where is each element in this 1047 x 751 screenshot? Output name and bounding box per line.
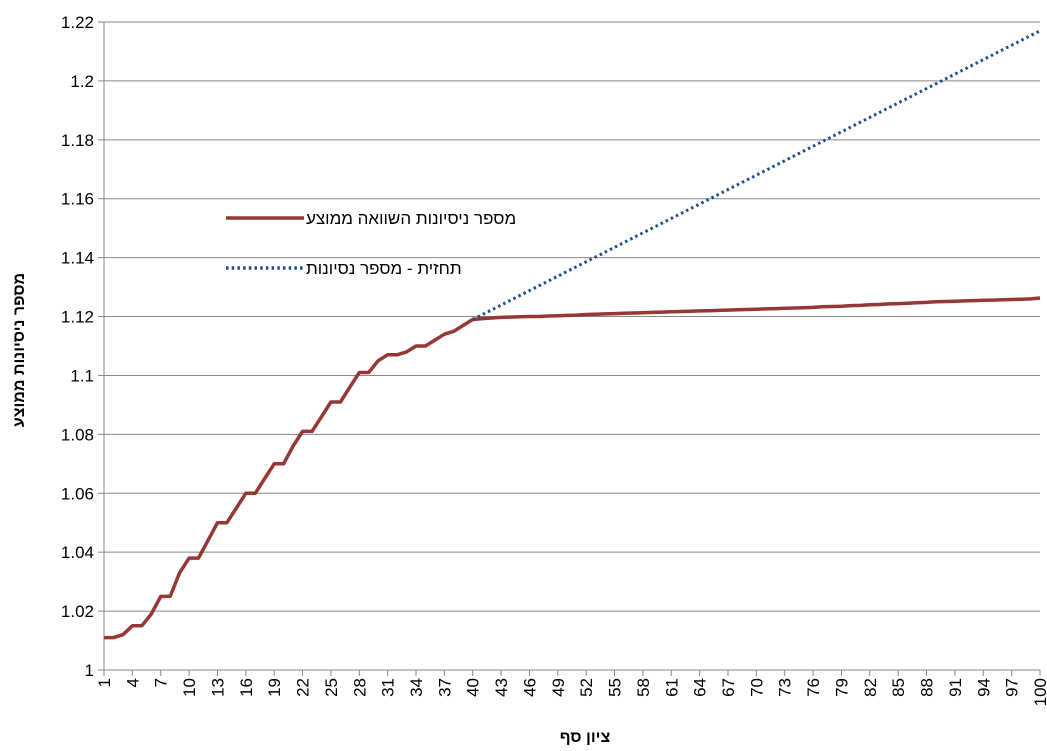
- y-tick-label: 1.16: [61, 190, 94, 209]
- y-tick-label: 1.04: [61, 543, 94, 562]
- x-tick-label: 82: [861, 678, 880, 697]
- y-tick-label: 1.14: [61, 249, 94, 268]
- x-tick-label: 1: [95, 678, 114, 687]
- x-tick-label: 4: [123, 678, 142, 687]
- y-tick-label: 1.1: [70, 366, 94, 385]
- x-tick-label: 31: [379, 678, 398, 697]
- series-line-forecast: [472, 29, 1041, 321]
- x-tick-label: 28: [350, 678, 369, 697]
- x-tick-label: 76: [804, 678, 823, 697]
- y-tick-label: 1.18: [61, 131, 94, 150]
- y-tick-label: 1: [85, 661, 94, 680]
- x-tick-label: 79: [832, 678, 851, 697]
- x-tick-label: 34: [407, 678, 426, 697]
- x-tick-label: 13: [208, 678, 227, 697]
- legend: מספר ניסיונות השוואה ממוצע תחזית - מספר …: [226, 209, 516, 278]
- y-axis-title: מספר ניסיונות ממוצע: [11, 273, 28, 427]
- x-axis-title: ציון סף: [560, 729, 610, 746]
- x-tick-label: 43: [492, 678, 511, 697]
- x-tick-label: 94: [974, 678, 993, 697]
- y-tick-label: 1.12: [61, 308, 94, 327]
- x-tick-label: 64: [691, 678, 710, 697]
- x-tick-label: 91: [946, 678, 965, 697]
- x-tick-label: 55: [606, 678, 625, 697]
- x-tick-label: 61: [662, 678, 681, 697]
- legend-label-actual: מספר ניסיונות השוואה ממוצע: [306, 209, 516, 228]
- x-tick-label: 46: [520, 678, 539, 697]
- x-tick-label: 97: [1003, 678, 1022, 697]
- x-tick-label: 7: [152, 678, 171, 687]
- x-tick-label: 70: [747, 678, 766, 697]
- x-tick-label: 10: [180, 678, 199, 697]
- x-tick-label: 16: [237, 678, 256, 697]
- y-tick-label: 1.02: [61, 602, 94, 621]
- series-line-actual: [104, 296, 1041, 640]
- x-tick-label: 58: [634, 678, 653, 697]
- y-tick-label: 1.08: [61, 425, 94, 444]
- legend-label-forecast: תחזית - מספר נסיונות: [306, 259, 462, 278]
- x-tick-label: 22: [294, 678, 313, 697]
- x-tick-label: 100: [1031, 678, 1047, 706]
- x-tick-labels: 1 4 7 10 13 16 19 22 25 28 31 34 37 40 43 46 49 52 55 58 61 6…: [95, 670, 1047, 706]
- y-tick-label: 1.2: [70, 72, 94, 91]
- series-group: [104, 29, 1041, 640]
- x-tick-label: 88: [918, 678, 937, 697]
- x-tick-label: 49: [549, 678, 568, 697]
- x-tick-label: 67: [719, 678, 738, 697]
- x-tick-label: 73: [776, 678, 795, 697]
- axes: [103, 22, 1040, 671]
- x-tick-label: 19: [265, 678, 284, 697]
- y-tick-label: 1.22: [61, 13, 94, 32]
- x-tick-label: 25: [322, 678, 341, 697]
- x-tick-label: 52: [577, 678, 596, 697]
- x-tick-label: 40: [464, 678, 483, 697]
- x-tick-label: 37: [435, 678, 454, 697]
- x-tick-label: 85: [889, 678, 908, 697]
- y-tick-labels: 1 1.02 1.04 1.06 1.08 1.1 1.12 1.14 1.16 1.18 1.2 1…: [61, 13, 94, 680]
- y-tick-label: 1.06: [61, 484, 94, 503]
- grid-lines: [98, 21, 1040, 671]
